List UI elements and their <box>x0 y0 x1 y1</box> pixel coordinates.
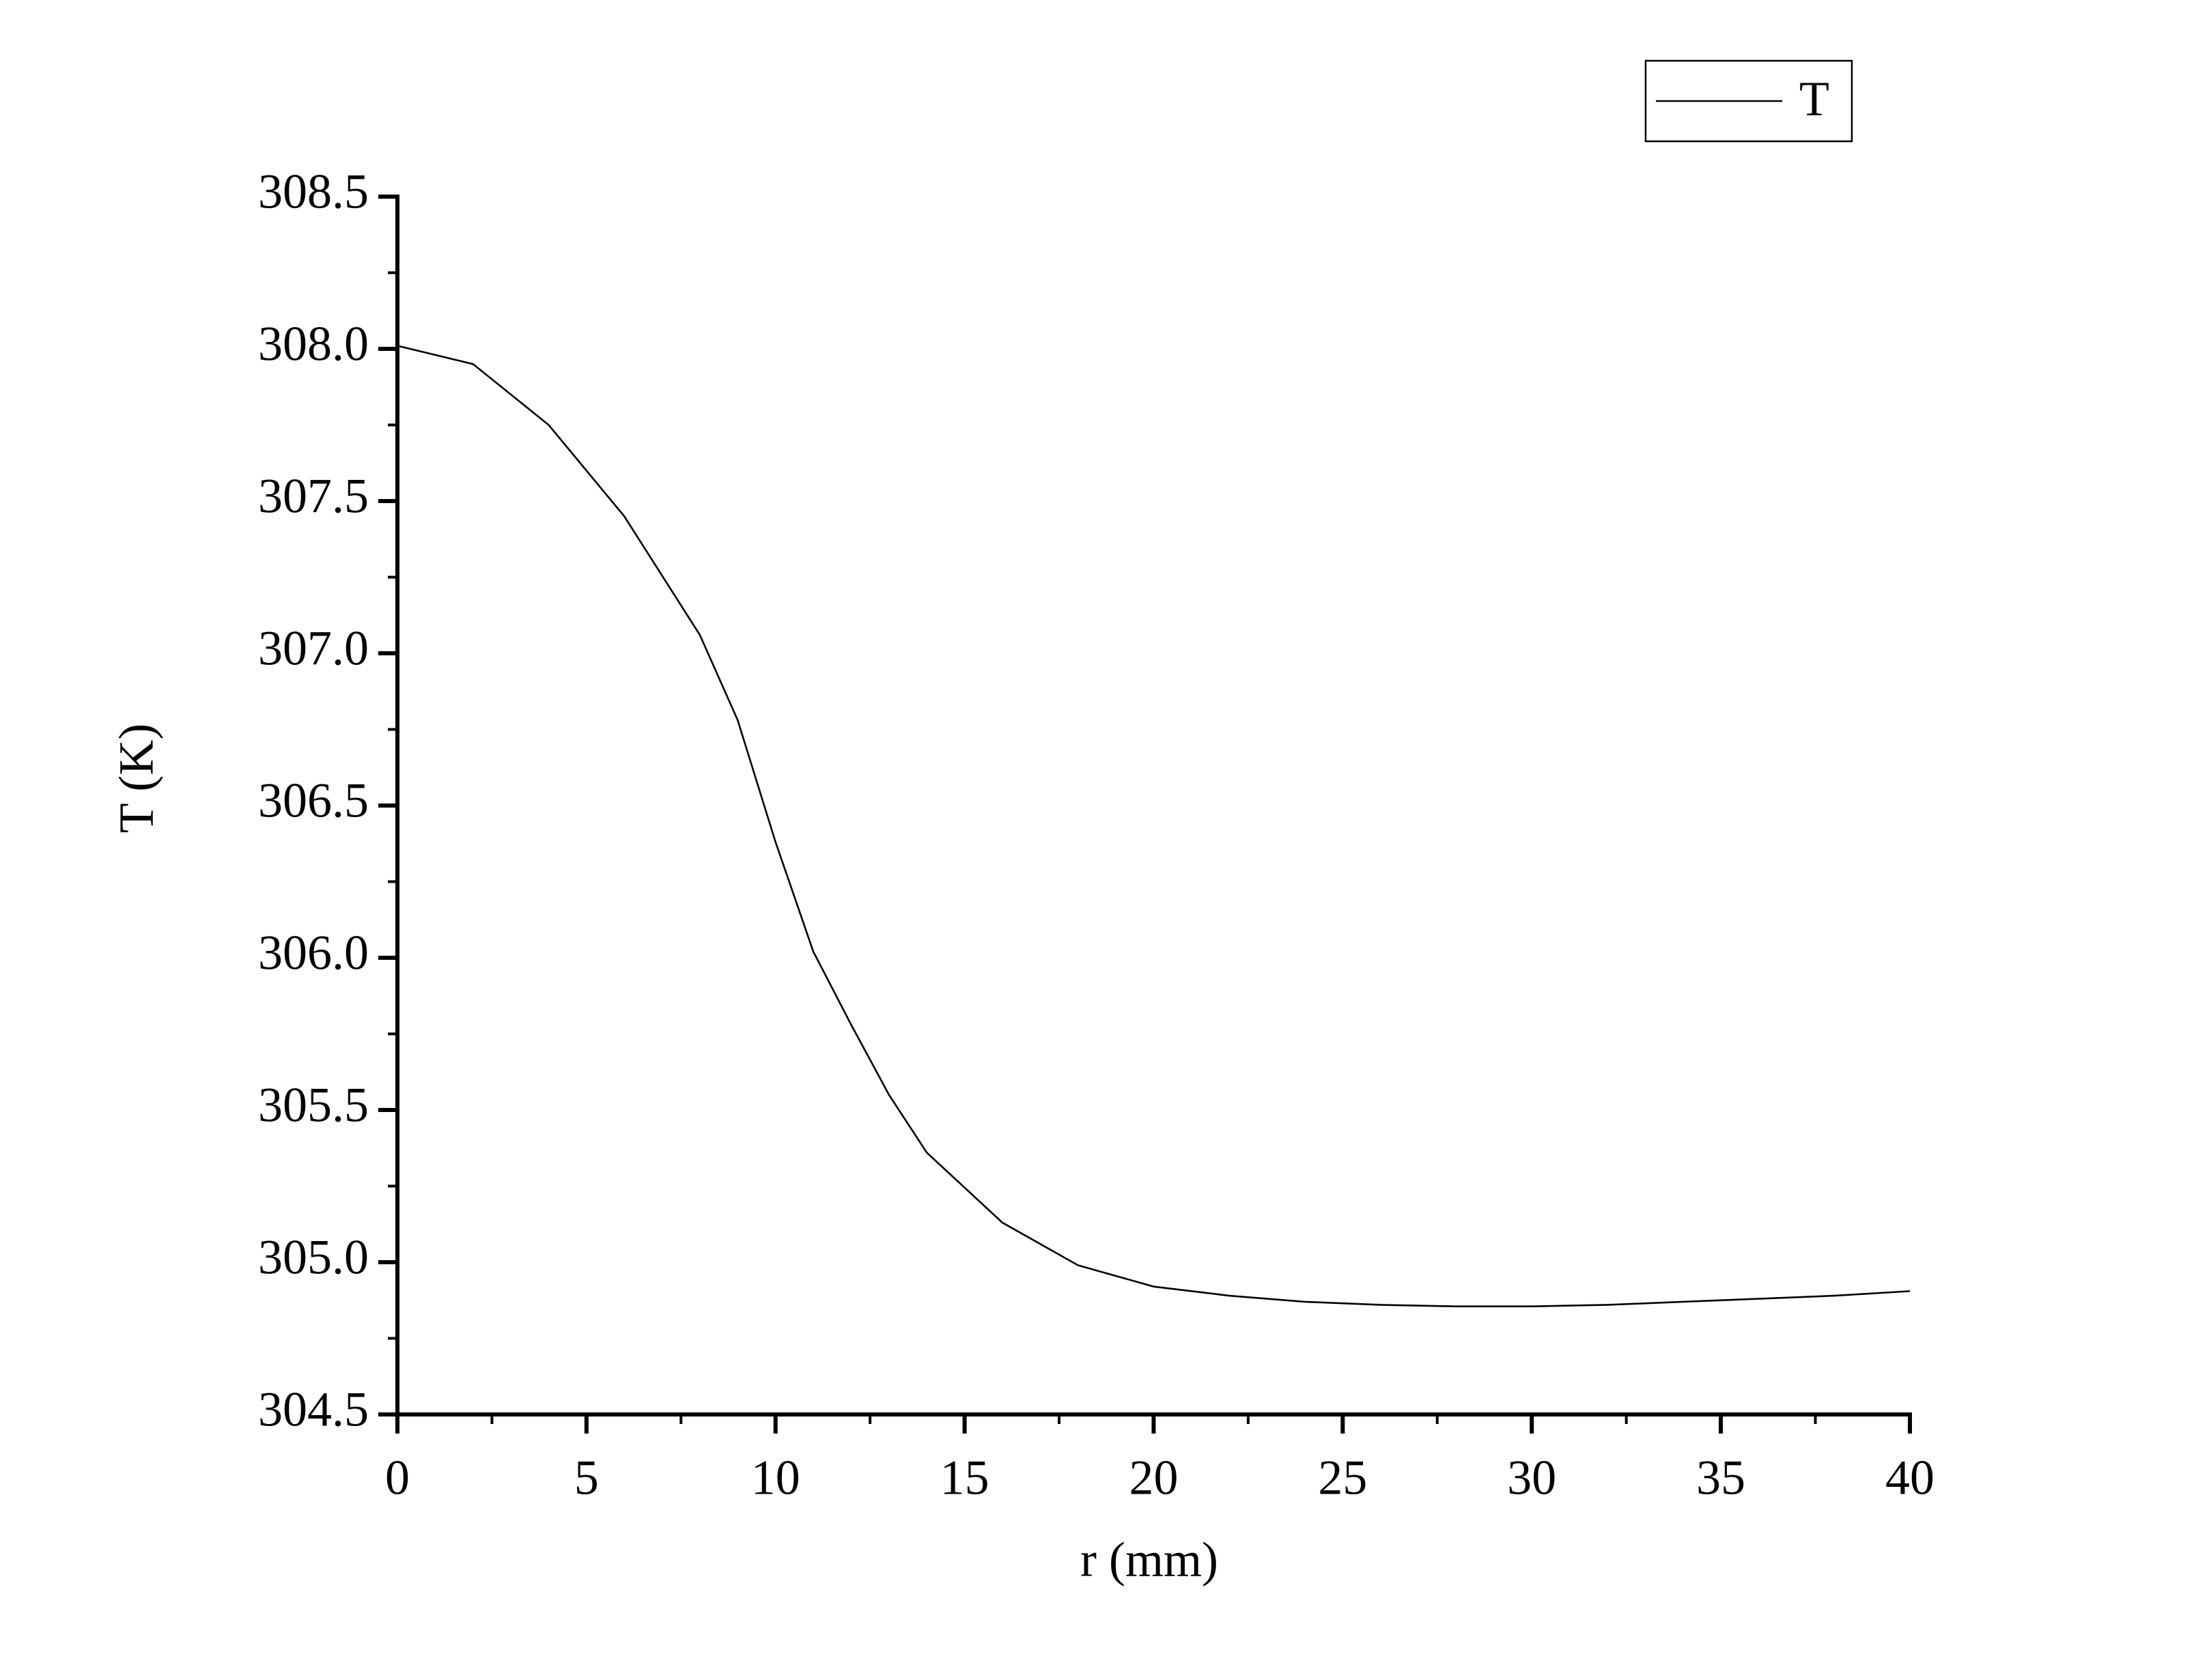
y-tick-label: 307.5 <box>258 469 369 524</box>
y-tick-label: 307.0 <box>258 621 369 676</box>
x-tick-label: 20 <box>1129 1451 1179 1505</box>
y-tick-label: 308.0 <box>258 317 369 371</box>
y-tick-label: 304.5 <box>258 1382 369 1437</box>
y-tick-label: 305.5 <box>258 1078 369 1133</box>
x-tick-label: 30 <box>1507 1451 1556 1505</box>
x-tick-label: 5 <box>574 1451 599 1505</box>
legend-label: T <box>1799 72 1829 126</box>
x-tick-label: 0 <box>385 1451 410 1505</box>
data-line <box>397 345 1911 1307</box>
y-tick-label: 305.0 <box>258 1230 369 1285</box>
legend-box <box>1644 59 1853 143</box>
y-tick-label: 306.0 <box>258 926 369 980</box>
y-tick-label: 306.5 <box>258 773 369 828</box>
y-axis-label: T (K) <box>109 724 164 834</box>
x-axis-label: r (mm) <box>1080 1533 1218 1587</box>
x-tick-label: 25 <box>1318 1451 1367 1505</box>
x-tick-label: 40 <box>1885 1451 1934 1505</box>
x-tick-label: 15 <box>940 1451 989 1505</box>
x-tick-label: 10 <box>751 1451 800 1505</box>
y-tick-label: 308.5 <box>258 165 369 219</box>
x-tick-label: 35 <box>1696 1451 1745 1505</box>
